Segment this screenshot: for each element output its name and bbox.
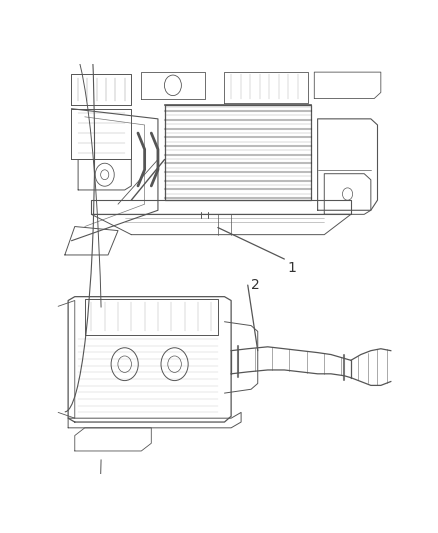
Text: 1: 1 <box>288 261 297 275</box>
Text: 2: 2 <box>251 278 260 292</box>
